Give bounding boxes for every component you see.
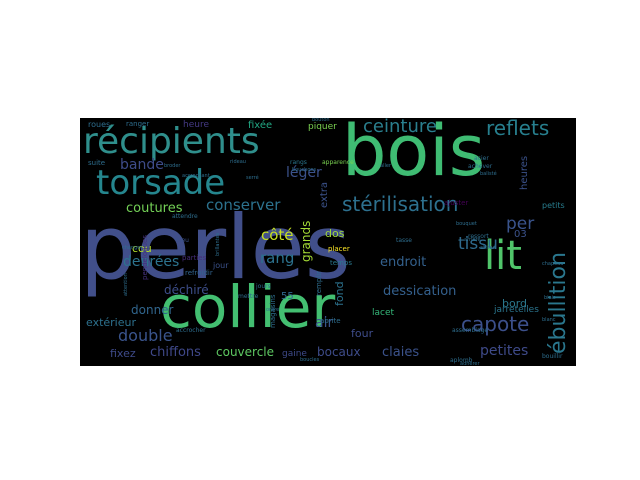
word-29: bocaux bbox=[317, 345, 361, 359]
word-cloud: perles bois collier récipients torsade lit cei… bbox=[80, 118, 576, 366]
word-45: ranger bbox=[126, 120, 150, 128]
word-35: fond bbox=[333, 281, 346, 306]
word-3: récipients bbox=[83, 121, 260, 162]
word-14: léger bbox=[286, 165, 322, 181]
word-81: adhérer bbox=[460, 361, 480, 367]
word-24: double bbox=[118, 326, 173, 345]
word-95: blanc bbox=[542, 317, 556, 323]
word-58: parties bbox=[182, 254, 207, 262]
word-19: dessication bbox=[383, 284, 457, 299]
word-96: bouquet bbox=[456, 221, 477, 227]
word-18: rang bbox=[260, 249, 295, 267]
word-23: donner bbox=[131, 303, 174, 317]
word-30: claies bbox=[382, 345, 420, 360]
word-72: attendre bbox=[172, 213, 198, 220]
word-43: fixée bbox=[248, 120, 273, 131]
word-6: ceinture bbox=[363, 118, 437, 137]
word-4: torsade bbox=[96, 163, 226, 203]
word-55: temps bbox=[330, 259, 352, 267]
word-65: mettre bbox=[238, 293, 259, 300]
word-33: four bbox=[351, 327, 374, 340]
word-38: grands bbox=[299, 220, 313, 262]
word-12: tissu bbox=[458, 234, 498, 254]
word-73: accrocher bbox=[176, 327, 206, 334]
word-93: accrochant bbox=[182, 173, 210, 179]
word-28: couvercle bbox=[216, 345, 275, 359]
word-31: petites bbox=[480, 343, 529, 359]
word-25: extérieur bbox=[86, 316, 137, 329]
word-51: 55 bbox=[281, 291, 294, 302]
word-82: biais bbox=[544, 295, 556, 301]
word-50: pendeloques bbox=[141, 235, 149, 280]
word-76: ressort bbox=[468, 233, 489, 240]
word-88: jours bbox=[256, 283, 271, 290]
word-53: jour bbox=[213, 261, 229, 270]
word-56: placer bbox=[328, 245, 350, 253]
word-52: 03 bbox=[514, 229, 527, 240]
word-94: attention bbox=[123, 273, 129, 296]
word-77: achever bbox=[468, 163, 493, 170]
word-48: heures bbox=[519, 155, 530, 190]
word-36: dos bbox=[325, 227, 345, 240]
word-2: collier bbox=[160, 273, 336, 341]
word-42: heure bbox=[183, 120, 209, 130]
word-62: bleu bbox=[176, 237, 189, 244]
word-64: boucles bbox=[300, 357, 320, 363]
word-69: acier bbox=[474, 155, 489, 162]
word-49: gaine bbox=[282, 349, 307, 359]
word-1: bois bbox=[342, 118, 486, 192]
word-21: denrées bbox=[123, 254, 180, 270]
word-7: reflets bbox=[486, 118, 550, 140]
word-89: aller bbox=[380, 163, 391, 169]
word-34: air bbox=[315, 315, 334, 331]
word-83: chapeau bbox=[542, 261, 564, 267]
word-11: capote bbox=[461, 312, 530, 336]
word-75: aplomb bbox=[450, 357, 473, 364]
word-17: côté bbox=[261, 226, 294, 244]
word-85: bouton bbox=[312, 118, 330, 123]
word-47: petits bbox=[542, 201, 565, 210]
word-5: lit bbox=[484, 233, 522, 279]
word-0: perles bbox=[80, 196, 351, 299]
word-68: ajuster bbox=[444, 199, 469, 207]
word-71: changer bbox=[122, 245, 143, 251]
word-54: rangs bbox=[290, 159, 307, 166]
word-22: déchiré bbox=[164, 283, 209, 297]
word-26: chiffons bbox=[150, 345, 201, 360]
word-40: jarretelles bbox=[494, 305, 539, 315]
word-27: fixez bbox=[110, 347, 136, 360]
word-84: tasse bbox=[396, 237, 412, 244]
word-91: serré bbox=[246, 175, 259, 181]
word-63: abrite bbox=[320, 317, 341, 325]
word-90: ordre bbox=[266, 307, 280, 313]
word-61: remplir bbox=[315, 270, 323, 296]
word-66: apparence bbox=[322, 159, 354, 166]
word-13: per bbox=[506, 214, 535, 234]
word-86: rideau bbox=[230, 159, 246, 165]
word-37: extra bbox=[319, 181, 330, 208]
word-9: conserver bbox=[206, 196, 281, 214]
word-59: refroidir bbox=[185, 269, 213, 277]
word-80: abimé bbox=[480, 245, 496, 251]
word-67: bouillir bbox=[542, 353, 563, 360]
word-57: suite bbox=[88, 159, 106, 167]
word-70: bouchons bbox=[292, 167, 317, 173]
word-8: stérilisation bbox=[342, 192, 459, 216]
word-44: piquer bbox=[308, 122, 337, 132]
word-32: bord bbox=[502, 297, 528, 310]
word-20: endroit bbox=[380, 255, 427, 270]
word-46: roues bbox=[88, 120, 111, 129]
word-39: cou bbox=[132, 242, 152, 255]
word-78: balisté bbox=[480, 171, 497, 177]
word-15: bande bbox=[120, 157, 164, 173]
word-41: lacet bbox=[372, 308, 395, 318]
word-79: arrière bbox=[464, 237, 481, 243]
word-10: ébullition bbox=[546, 252, 571, 354]
word-74: assemblage bbox=[452, 327, 489, 334]
word-87: brillantes bbox=[215, 232, 221, 256]
word-16: coutures bbox=[126, 201, 183, 216]
word-92: broder bbox=[164, 163, 181, 169]
